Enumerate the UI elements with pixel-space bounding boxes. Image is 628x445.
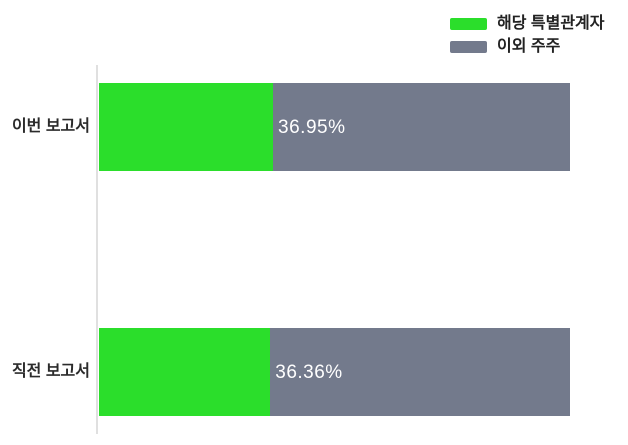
bar-current-report: 36.95% [99,83,570,171]
bar-segment-special-related-current [99,83,274,171]
bar-segment-special-related-previous [99,328,271,416]
legend-swatch-gray [450,40,487,53]
legend-item-special-related: 해당 특별관계자 [450,12,605,35]
legend-label-special-related: 해당 특별관계자 [497,14,605,32]
category-label-current-report: 이번 보고서 [11,118,90,135]
legend-swatch-green [450,17,487,30]
value-label-current-report: 36.95% [278,116,346,138]
bar-previous-report: 36.36% [99,328,570,416]
legend-item-other-shareholders: 이외 주주 [450,35,605,58]
legend: 해당 특별관계자 이외 주주 [450,12,605,58]
y-axis-line [96,65,98,434]
bar-segment-other-shareholders-previous: 36.36% [270,328,570,416]
value-label-previous-report: 36.36% [275,361,343,383]
category-label-previous-report: 직전 보고서 [11,363,90,380]
legend-label-other-shareholders: 이외 주주 [497,37,561,55]
bar-segment-other-shareholders-current: 36.95% [273,83,570,171]
